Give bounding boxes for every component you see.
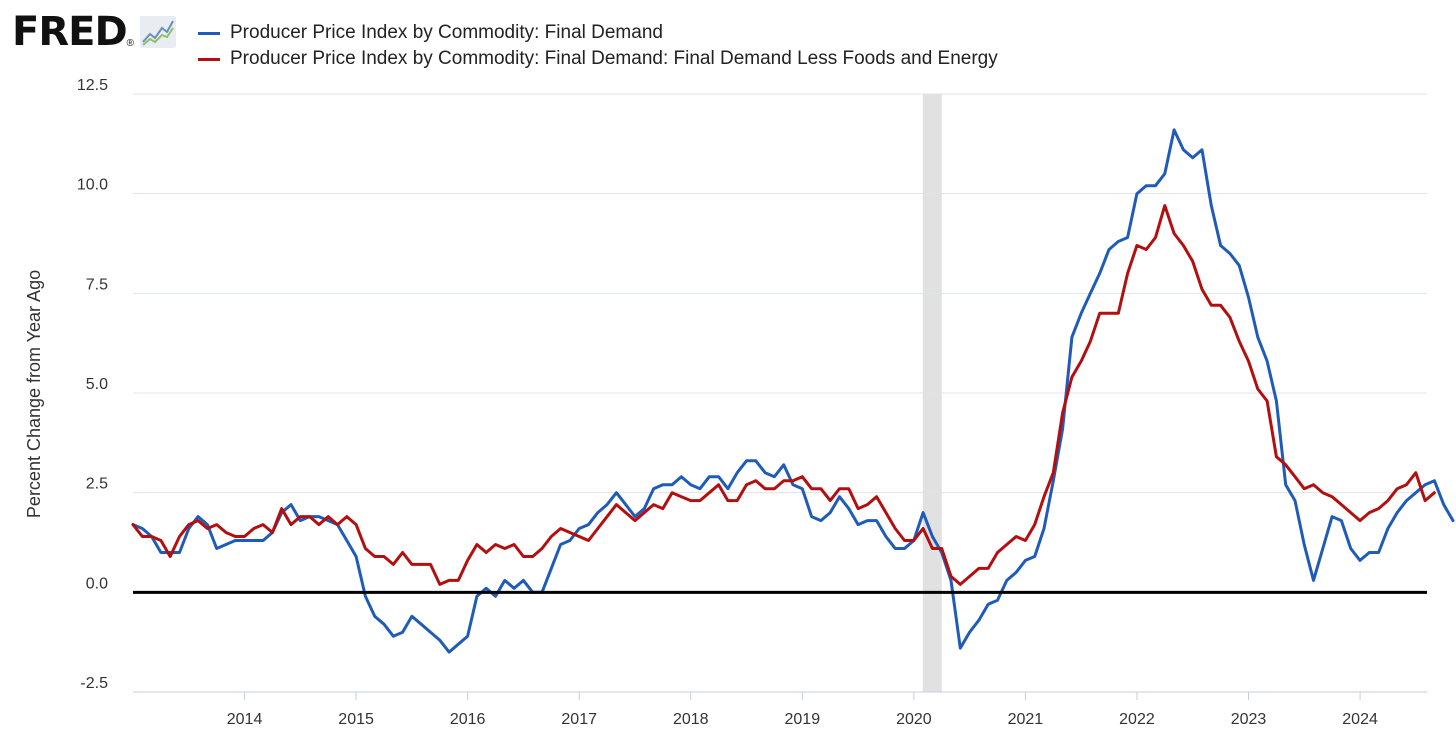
y-axis-title: Percent Change from Year Ago (24, 270, 44, 518)
x-tick-label: 2020 (896, 711, 932, 728)
y-tick-label: 2.5 (86, 476, 108, 493)
x-tick-label: 2022 (1119, 711, 1155, 728)
y-tick-label: 5.0 (86, 376, 108, 393)
trend-chart-icon (140, 16, 177, 48)
legend-label: Producer Price Index by Commodity: Final… (230, 22, 663, 43)
x-tick-label: 2021 (1008, 711, 1044, 728)
y-tick-label: 7.5 (86, 276, 108, 293)
series-line-final-demand-less-foods-energy[interactable] (131, 204, 1436, 586)
x-tick-label: 2023 (1231, 711, 1267, 728)
legend-item-ppi-final-demand[interactable]: Producer Price Index by Commodity: Final… (198, 20, 998, 46)
x-tick-label: 2015 (338, 711, 374, 728)
fred-logo-registered-mark: ® (126, 37, 135, 49)
x-tick-label: 2018 (673, 711, 709, 728)
y-tick-label: -2.5 (80, 675, 108, 692)
x-tick-label: 2014 (227, 711, 263, 728)
legend-item-ppi-core[interactable]: Producer Price Index by Commodity: Final… (198, 46, 998, 72)
y-tick-label: 0.0 (86, 575, 108, 592)
x-tick-label: 2017 (561, 711, 597, 728)
y-tick-label: 12.5 (77, 77, 108, 94)
legend-label: Producer Price Index by Commodity: Final… (230, 48, 998, 69)
fred-logo[interactable]: FRED ® (12, 9, 177, 55)
series-line-final-demand[interactable] (131, 128, 1455, 654)
chart-legend: Producer Price Index by Commodity: Final… (198, 20, 998, 72)
legend-swatch-red (198, 57, 220, 61)
y-tick-label: 10.0 (77, 177, 108, 194)
legend-swatch-blue (198, 31, 220, 35)
x-tick-label: 2016 (450, 711, 486, 728)
x-tick-label: 2024 (1342, 711, 1378, 728)
x-tick-label: 2019 (785, 711, 821, 728)
fred-logo-text: FRED (12, 9, 128, 55)
